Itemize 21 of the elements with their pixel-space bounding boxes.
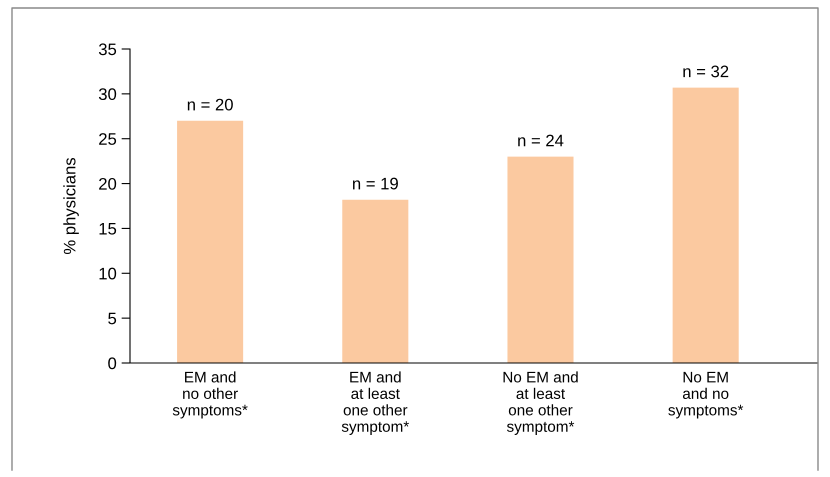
y-tick-label: 25 (99, 133, 116, 145)
y-tick-label: 20 (99, 178, 116, 190)
y-tick-label: 35 (98, 43, 116, 56)
y-tick-label: 0 (108, 357, 116, 370)
bar (507, 156, 574, 363)
annotation: n = 32 (683, 66, 728, 78)
x-tick-label: No EM and at least one other symptom* (504, 371, 578, 435)
x-tick-label: No EM and no symptoms* (668, 372, 744, 418)
y-axis-title: % physicians (63, 158, 79, 254)
y-tick-label: 5 (108, 312, 116, 324)
bar (672, 88, 739, 363)
x-tick-label: EM and no other symptoms* (172, 371, 248, 418)
bar (177, 120, 244, 363)
annotation: n = 20 (188, 98, 233, 111)
bar (342, 200, 408, 363)
x-tick-label: EM and at least one other symptom* (342, 371, 410, 435)
y-tick-label: 30 (98, 88, 116, 100)
y-tick-label: 15 (100, 223, 116, 235)
y-tick-label: 10 (100, 268, 116, 280)
annotation: n = 19 (353, 178, 398, 190)
annotation: n = 24 (518, 134, 564, 146)
